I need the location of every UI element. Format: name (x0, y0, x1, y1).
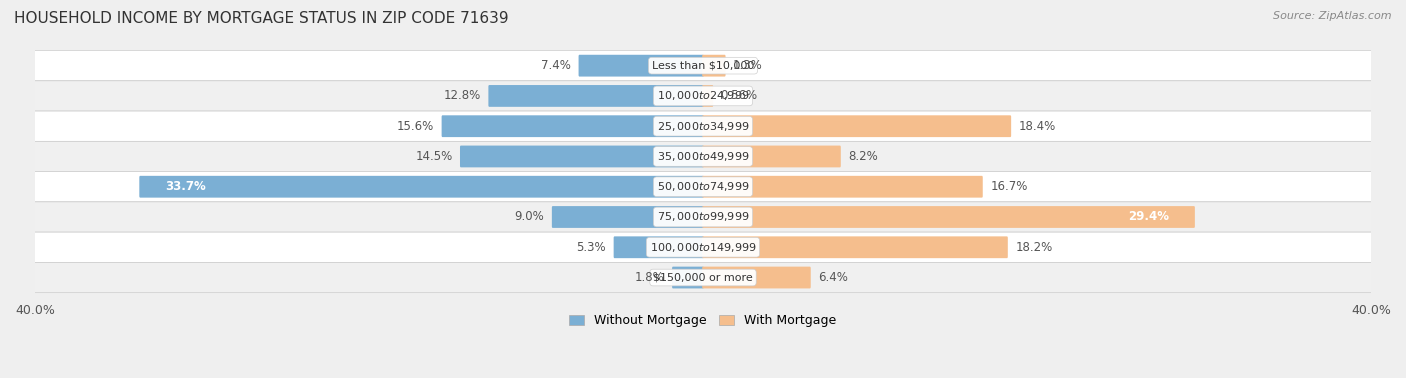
Text: 18.2%: 18.2% (1015, 241, 1053, 254)
Text: 8.2%: 8.2% (848, 150, 879, 163)
FancyBboxPatch shape (1, 232, 1405, 262)
Text: Source: ZipAtlas.com: Source: ZipAtlas.com (1274, 11, 1392, 21)
FancyBboxPatch shape (702, 206, 1195, 228)
Text: $100,000 to $149,999: $100,000 to $149,999 (650, 241, 756, 254)
FancyBboxPatch shape (702, 266, 811, 288)
Text: $10,000 to $24,999: $10,000 to $24,999 (657, 90, 749, 102)
FancyBboxPatch shape (702, 176, 983, 198)
Text: 29.4%: 29.4% (1128, 211, 1168, 223)
Text: $25,000 to $34,999: $25,000 to $34,999 (657, 120, 749, 133)
FancyBboxPatch shape (702, 85, 713, 107)
Text: 14.5%: 14.5% (415, 150, 453, 163)
FancyBboxPatch shape (441, 115, 704, 137)
Text: $150,000 or more: $150,000 or more (654, 273, 752, 282)
Text: $75,000 to $99,999: $75,000 to $99,999 (657, 211, 749, 223)
Text: 0.56%: 0.56% (721, 90, 758, 102)
FancyBboxPatch shape (702, 236, 1008, 258)
FancyBboxPatch shape (1, 172, 1405, 202)
Text: $35,000 to $49,999: $35,000 to $49,999 (657, 150, 749, 163)
FancyBboxPatch shape (702, 115, 1011, 137)
FancyBboxPatch shape (460, 146, 704, 167)
FancyBboxPatch shape (551, 206, 704, 228)
Text: $50,000 to $74,999: $50,000 to $74,999 (657, 180, 749, 193)
FancyBboxPatch shape (1, 81, 1405, 111)
Text: 16.7%: 16.7% (990, 180, 1028, 193)
FancyBboxPatch shape (488, 85, 704, 107)
FancyBboxPatch shape (1, 202, 1405, 232)
Text: 9.0%: 9.0% (515, 211, 544, 223)
Text: Less than $10,000: Less than $10,000 (652, 60, 754, 71)
FancyBboxPatch shape (672, 266, 704, 288)
Text: 33.7%: 33.7% (166, 180, 205, 193)
Text: 6.4%: 6.4% (818, 271, 848, 284)
FancyBboxPatch shape (702, 146, 841, 167)
FancyBboxPatch shape (613, 236, 704, 258)
Text: 1.8%: 1.8% (636, 271, 665, 284)
FancyBboxPatch shape (1, 111, 1405, 141)
Text: 18.4%: 18.4% (1019, 120, 1056, 133)
Text: 12.8%: 12.8% (444, 90, 481, 102)
Text: HOUSEHOLD INCOME BY MORTGAGE STATUS IN ZIP CODE 71639: HOUSEHOLD INCOME BY MORTGAGE STATUS IN Z… (14, 11, 509, 26)
FancyBboxPatch shape (702, 55, 725, 77)
Text: 7.4%: 7.4% (541, 59, 571, 72)
FancyBboxPatch shape (1, 141, 1405, 172)
FancyBboxPatch shape (1, 51, 1405, 81)
FancyBboxPatch shape (579, 55, 704, 77)
FancyBboxPatch shape (139, 176, 704, 198)
Text: 1.3%: 1.3% (733, 59, 763, 72)
FancyBboxPatch shape (1, 262, 1405, 293)
Legend: Without Mortgage, With Mortgage: Without Mortgage, With Mortgage (564, 309, 842, 332)
Text: 15.6%: 15.6% (396, 120, 434, 133)
Text: 5.3%: 5.3% (576, 241, 606, 254)
